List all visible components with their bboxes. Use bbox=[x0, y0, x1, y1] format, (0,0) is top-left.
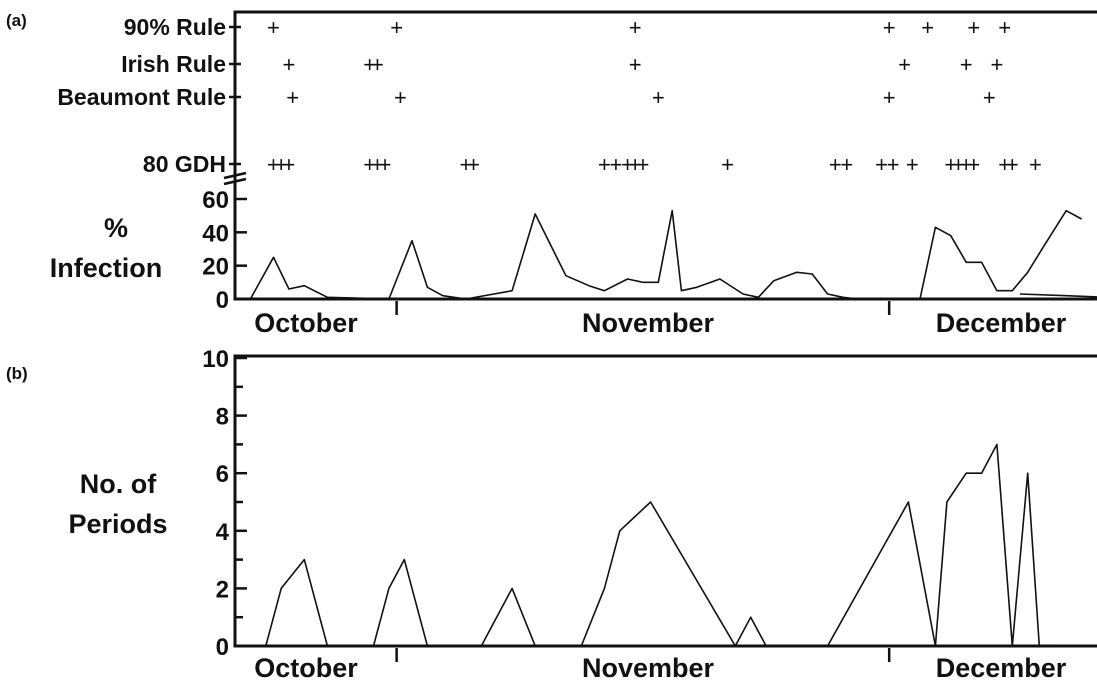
event-marker: + bbox=[371, 152, 384, 177]
event-marker: + bbox=[379, 152, 392, 177]
panel-b-yticks: 0 2 4 6 8 10 bbox=[202, 346, 247, 661]
month-label: November bbox=[582, 653, 715, 681]
panel-b-ylabel-line1: No. of bbox=[80, 469, 157, 499]
event-marker: + bbox=[883, 15, 896, 40]
series-tail bbox=[1019, 293, 1097, 298]
month-label: October bbox=[254, 308, 358, 338]
series-line bbox=[249, 209, 1082, 300]
panel-a-ylabel-line1: % bbox=[104, 213, 128, 243]
event-marker: + bbox=[991, 52, 1004, 77]
event-marker: + bbox=[629, 52, 642, 77]
event-marker: + bbox=[944, 152, 957, 177]
panel-a-label: (a) bbox=[6, 11, 27, 30]
event-marker: + bbox=[840, 152, 853, 177]
y-tick-label: 2 bbox=[216, 576, 229, 603]
event-row-label: Irish Rule bbox=[121, 51, 226, 77]
month-label: November bbox=[582, 308, 715, 338]
y-tick-label: 8 bbox=[216, 404, 229, 431]
y-tick-label: 6 bbox=[216, 461, 229, 488]
event-marker: + bbox=[467, 152, 480, 177]
event-marker: + bbox=[636, 152, 649, 177]
event-marker: + bbox=[267, 15, 280, 40]
panel-a-yticks: 0 20 40 60 bbox=[202, 187, 247, 314]
event-marker: + bbox=[921, 15, 934, 40]
y-tick-label: 0 bbox=[216, 287, 229, 314]
event-marker: + bbox=[883, 85, 896, 110]
event-marker: + bbox=[363, 152, 376, 177]
series-line bbox=[265, 443, 1059, 647]
panel-a-series bbox=[249, 209, 1097, 300]
panel-b-label: (b) bbox=[6, 364, 28, 383]
event-marker: + bbox=[286, 85, 299, 110]
event-marker: + bbox=[967, 152, 980, 177]
event-marker: + bbox=[1029, 152, 1042, 177]
panel-a-months: October November December bbox=[254, 301, 1067, 338]
event-marker: + bbox=[960, 152, 973, 177]
event-marker: + bbox=[598, 152, 611, 177]
y-tick-label: 20 bbox=[202, 254, 229, 281]
axis-break bbox=[223, 171, 247, 180]
event-marker: + bbox=[998, 15, 1011, 40]
event-marker: + bbox=[390, 15, 403, 40]
event-marker: + bbox=[282, 52, 295, 77]
event-marker: + bbox=[967, 15, 980, 40]
event-marker: + bbox=[829, 152, 842, 177]
panel-a-ylabel-line2: Infection bbox=[50, 253, 163, 283]
event-marker: + bbox=[282, 152, 295, 177]
event-marker: + bbox=[906, 152, 919, 177]
event-marker: + bbox=[998, 152, 1011, 177]
event-marker: + bbox=[887, 152, 900, 177]
y-tick-label: 10 bbox=[202, 346, 229, 373]
event-marker: + bbox=[721, 152, 734, 177]
panel-b-axes bbox=[233, 354, 1097, 648]
event-marker: + bbox=[952, 152, 965, 177]
panel-b-ylabel-line2: Periods bbox=[68, 509, 167, 539]
event-marker: + bbox=[1006, 152, 1019, 177]
event-marker: + bbox=[394, 85, 407, 110]
event-marker: + bbox=[652, 85, 665, 110]
y-tick-label: 60 bbox=[202, 187, 229, 214]
panel-b-months: October November December bbox=[254, 648, 1067, 681]
event-marker: + bbox=[621, 152, 634, 177]
event-marker: + bbox=[459, 152, 472, 177]
event-marker: + bbox=[610, 152, 623, 177]
month-label: December bbox=[936, 653, 1067, 681]
event-rows: 90% Rule + + + + + + +Irish Rule + ++ + + + +Beaumont… bbox=[57, 14, 1042, 177]
event-marker: + bbox=[275, 152, 288, 177]
axis-break bbox=[223, 177, 247, 186]
month-label: October bbox=[254, 653, 358, 681]
event-marker: + bbox=[875, 152, 888, 177]
event-marker: + bbox=[983, 85, 996, 110]
panel-b-series bbox=[265, 443, 1059, 647]
y-tick-label: 40 bbox=[202, 220, 229, 247]
event-marker: + bbox=[960, 52, 973, 77]
event-marker: + bbox=[898, 52, 911, 77]
event-marker: + bbox=[371, 52, 384, 77]
event-row-label: 90% Rule bbox=[124, 14, 226, 40]
y-tick-label: 0 bbox=[216, 634, 229, 661]
event-row-label: Beaumont Rule bbox=[57, 84, 226, 110]
event-marker: + bbox=[267, 152, 280, 177]
event-row-label: 80 GDH bbox=[143, 151, 226, 177]
event-marker: + bbox=[363, 52, 376, 77]
month-label: December bbox=[936, 308, 1067, 338]
y-tick-label: 4 bbox=[216, 519, 230, 546]
event-marker: + bbox=[629, 152, 642, 177]
event-marker: + bbox=[629, 15, 642, 40]
